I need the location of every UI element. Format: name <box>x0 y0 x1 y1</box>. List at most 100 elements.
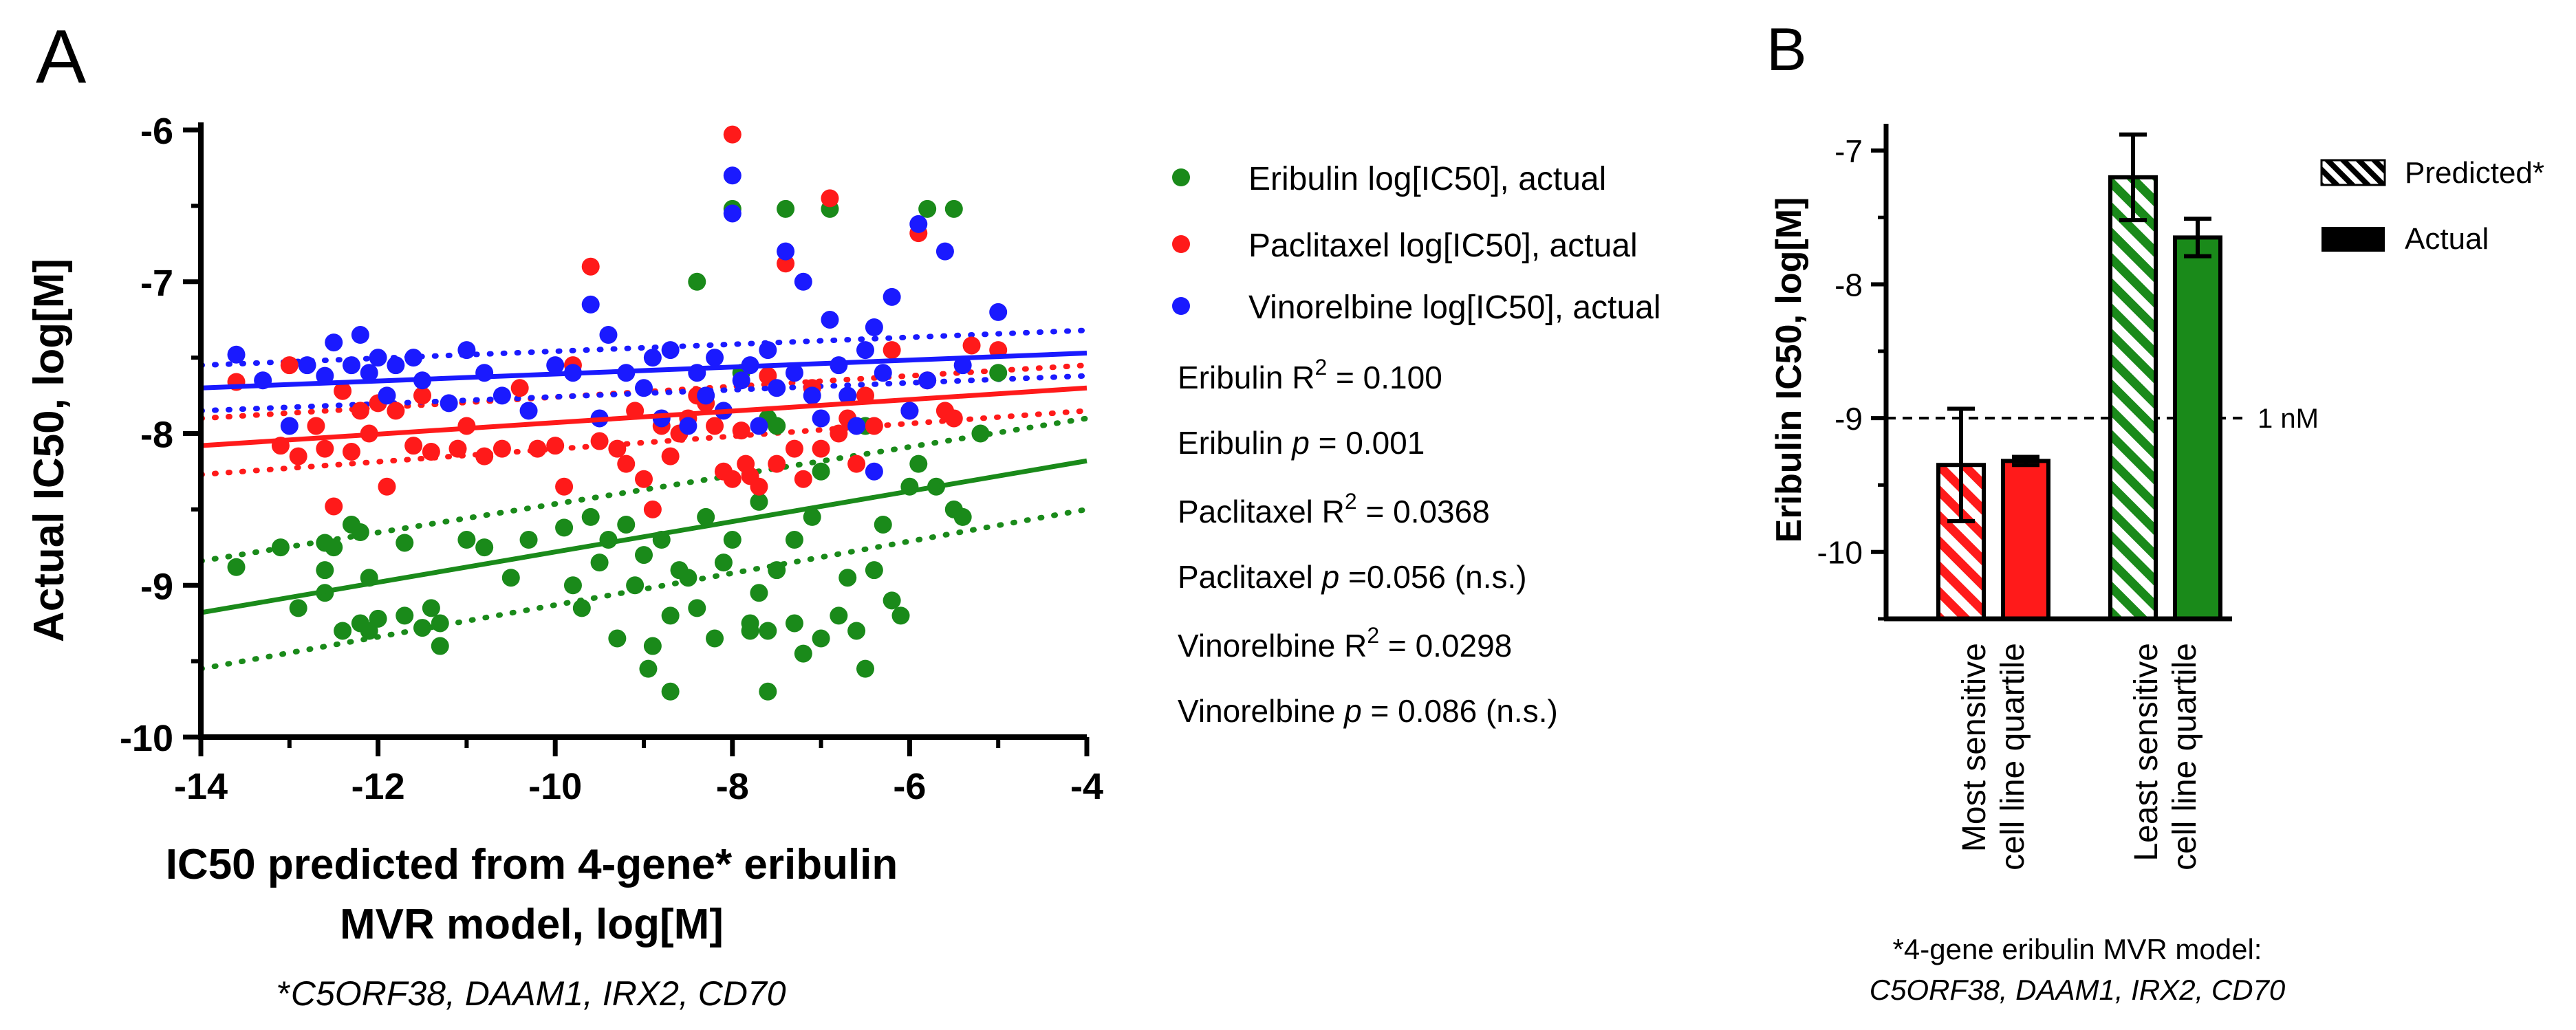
paclitaxel-point <box>643 500 662 518</box>
legend-swatch-actual <box>2321 227 2385 252</box>
bar-actual-most-sensitive <box>2001 459 2050 621</box>
eribulin-point <box>661 682 680 701</box>
x-tick-label: -4 <box>1070 766 1103 807</box>
x-tick-label: -10 <box>528 766 582 807</box>
vinorelbine-point <box>635 379 653 397</box>
legend-marker-eribulin <box>1172 168 1190 186</box>
eribulin-point <box>626 576 645 595</box>
vinorelbine-point <box>865 318 883 336</box>
paclitaxel-point <box>546 437 565 455</box>
vinorelbine-point <box>519 402 538 420</box>
eribulin-point <box>785 531 803 549</box>
x-axis-label-line1: IC50 predicted from 4-gene* eribulin <box>166 841 898 888</box>
eribulin-point <box>396 606 414 625</box>
paclitaxel-ci-lower <box>198 408 1090 478</box>
vinorelbine-point <box>581 295 600 314</box>
y-tick-label: -9 <box>140 566 173 607</box>
category-label-line2: cell line quartile <box>2167 643 2203 870</box>
eribulin-regression-line <box>200 458 1087 615</box>
y-tick-label: -6 <box>140 111 173 152</box>
eribulin-point <box>457 531 476 549</box>
paclitaxel-point <box>475 447 494 465</box>
vinorelbine-point <box>856 341 874 360</box>
vinorelbine-point <box>679 417 697 435</box>
vinorelbine-point <box>387 356 405 375</box>
stat-line: Paclitaxel p =0.056 (n.s.) <box>1178 559 1527 595</box>
vinorelbine-point <box>874 364 892 382</box>
panel-a-letter: A <box>36 14 87 99</box>
paclitaxel-point <box>706 417 724 435</box>
vinorelbine-point <box>732 371 750 390</box>
paclitaxel-point <box>812 439 830 458</box>
eribulin-point <box>741 622 759 640</box>
vinorelbine-point <box>785 364 803 382</box>
vinorelbine-point <box>546 356 565 375</box>
eribulin-ci-upper <box>198 415 1090 564</box>
footnote-genes: C5ORF38, DAAM1, IRX2, CD70 <box>291 974 786 1013</box>
eribulin-point <box>688 272 706 291</box>
eribulin-point <box>909 454 928 473</box>
eribulin-point <box>679 569 697 587</box>
eribulin-point <box>750 584 768 602</box>
bar-actual-least-sensitive <box>2173 235 2222 621</box>
eribulin-point <box>865 561 883 580</box>
regression-stats: Eribulin R2 = 0.100 Eribulin p = 0.001 Pac… <box>1178 355 1558 729</box>
eribulin-point <box>351 523 369 541</box>
panel-b-footnote-line1: *4-gene eribulin MVR model: <box>1893 933 2262 965</box>
panel-b-letter: B <box>1766 15 1807 83</box>
paclitaxel-point <box>794 470 812 488</box>
vinorelbine-point <box>777 242 795 261</box>
vinorelbine-point <box>325 333 343 352</box>
paclitaxel-point <box>342 443 360 461</box>
paclitaxel-point <box>528 439 547 458</box>
eribulin-point <box>777 199 795 218</box>
eribulin-point <box>581 507 600 526</box>
paclitaxel-point <box>280 356 299 375</box>
vinorelbine-point <box>723 166 742 185</box>
eribulin-point <box>759 682 777 701</box>
paclitaxel-point <box>289 447 307 465</box>
eribulin-point <box>812 462 830 481</box>
paclitaxel-point <box>608 439 627 458</box>
paclitaxel-point <box>404 437 423 455</box>
eribulin-point <box>396 534 414 552</box>
vinorelbine-point <box>706 349 724 367</box>
paclitaxel-point <box>830 424 848 443</box>
x-tick-label: -12 <box>351 766 405 807</box>
eribulin-point <box>413 619 431 637</box>
vinorelbine-regression-line <box>200 351 1087 391</box>
panel-a: A -10 -9 -8 -7 -6 -14 -12 -10 -8 -6 -4 Actual IC50… <box>25 14 1661 1013</box>
footnote-star: * <box>277 974 290 1013</box>
y-tick-label: -8 <box>140 415 173 456</box>
eribulin-point <box>572 599 591 617</box>
eribulin-point <box>431 614 449 633</box>
vinorelbine-point <box>768 379 786 397</box>
paclitaxel-point <box>635 470 653 488</box>
eribulin-point <box>639 659 658 678</box>
paclitaxel-point <box>387 402 405 420</box>
eribulin-point <box>608 629 627 648</box>
vinorelbine-point <box>750 417 768 435</box>
legend-marker-vinorelbine <box>1172 297 1190 315</box>
category-label-line1: Most sensitive <box>1956 643 1993 852</box>
panel-a-footnote: *C5ORF38, DAAM1, IRX2, CD70 <box>277 974 786 1013</box>
vinorelbine-point <box>989 303 1008 321</box>
vinorelbine-point <box>723 204 742 223</box>
eribulin-point <box>431 637 449 655</box>
eribulin-point <box>501 569 520 587</box>
bar-y-tick-label: -9 <box>1834 401 1863 437</box>
eribulin-point <box>812 629 830 648</box>
bar-predicted-least-sensitive <box>2108 175 2158 621</box>
eribulin-point <box>475 538 494 557</box>
paclitaxel-point <box>883 341 901 360</box>
scatter-plot: -10 -9 -8 -7 -6 -14 -12 -10 -8 -6 -4 <box>120 111 1103 807</box>
stat-line: Eribulin p = 0.001 <box>1178 425 1425 461</box>
eribulin-point <box>555 518 574 537</box>
eribulin-point <box>847 622 866 640</box>
paclitaxel-point <box>732 421 750 440</box>
eribulin-point <box>759 622 777 640</box>
eribulin-point <box>422 599 440 617</box>
eribulin-point <box>271 538 290 557</box>
